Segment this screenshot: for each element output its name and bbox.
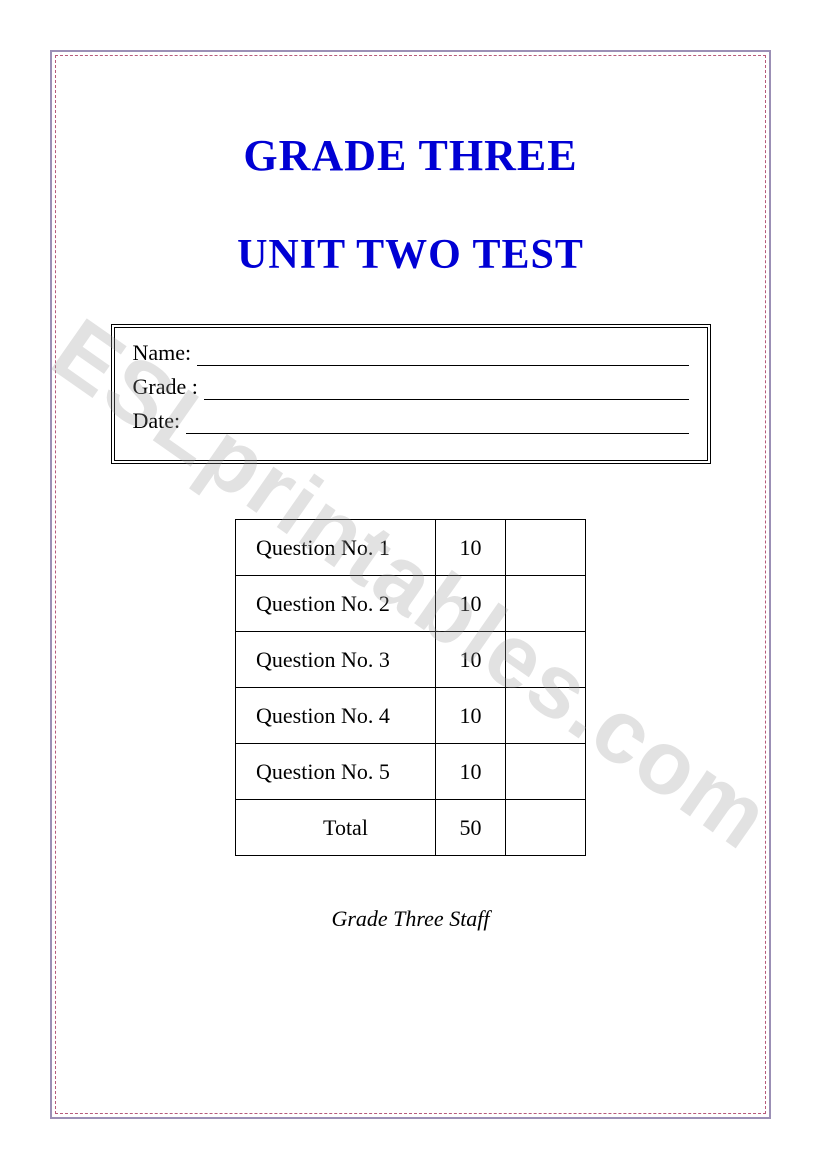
score-table: Question No. 1 10 Question No. 2 10 Ques… xyxy=(235,519,586,856)
question-label: Question No. 1 xyxy=(236,520,436,576)
table-row-total: Total 50 xyxy=(236,800,586,856)
page-content: GRADE THREE UNIT TWO TEST Name: Grade : … xyxy=(70,70,751,1099)
question-label: Question No. 3 xyxy=(236,632,436,688)
info-row-date: Date: xyxy=(133,408,689,434)
date-label: Date: xyxy=(133,408,181,434)
table-row: Question No. 4 10 xyxy=(236,688,586,744)
grade-label: Grade : xyxy=(133,374,198,400)
total-label: Total xyxy=(236,800,436,856)
question-label: Question No. 2 xyxy=(236,576,436,632)
question-score-blank xyxy=(506,744,586,800)
question-label: Question No. 5 xyxy=(236,744,436,800)
name-line xyxy=(197,344,688,366)
footer-staff: Grade Three Staff xyxy=(331,906,489,932)
table-row: Question No. 2 10 xyxy=(236,576,586,632)
total-score-blank xyxy=(506,800,586,856)
info-row-grade: Grade : xyxy=(133,374,689,400)
table-row: Question No. 1 10 xyxy=(236,520,586,576)
grade-line xyxy=(204,378,689,400)
title-sub: UNIT TWO TEST xyxy=(237,231,584,279)
date-line xyxy=(186,412,688,434)
title-main: GRADE THREE xyxy=(243,130,577,181)
total-points: 50 xyxy=(436,800,506,856)
question-points: 10 xyxy=(436,632,506,688)
name-label: Name: xyxy=(133,340,192,366)
student-info-box: Name: Grade : Date: xyxy=(111,324,711,464)
question-label: Question No. 4 xyxy=(236,688,436,744)
table-row: Question No. 3 10 xyxy=(236,632,586,688)
question-points: 10 xyxy=(436,688,506,744)
question-score-blank xyxy=(506,520,586,576)
question-points: 10 xyxy=(436,520,506,576)
question-score-blank xyxy=(506,632,586,688)
question-points: 10 xyxy=(436,744,506,800)
info-row-name: Name: xyxy=(133,340,689,366)
question-score-blank xyxy=(506,688,586,744)
table-row: Question No. 5 10 xyxy=(236,744,586,800)
question-points: 10 xyxy=(436,576,506,632)
question-score-blank xyxy=(506,576,586,632)
